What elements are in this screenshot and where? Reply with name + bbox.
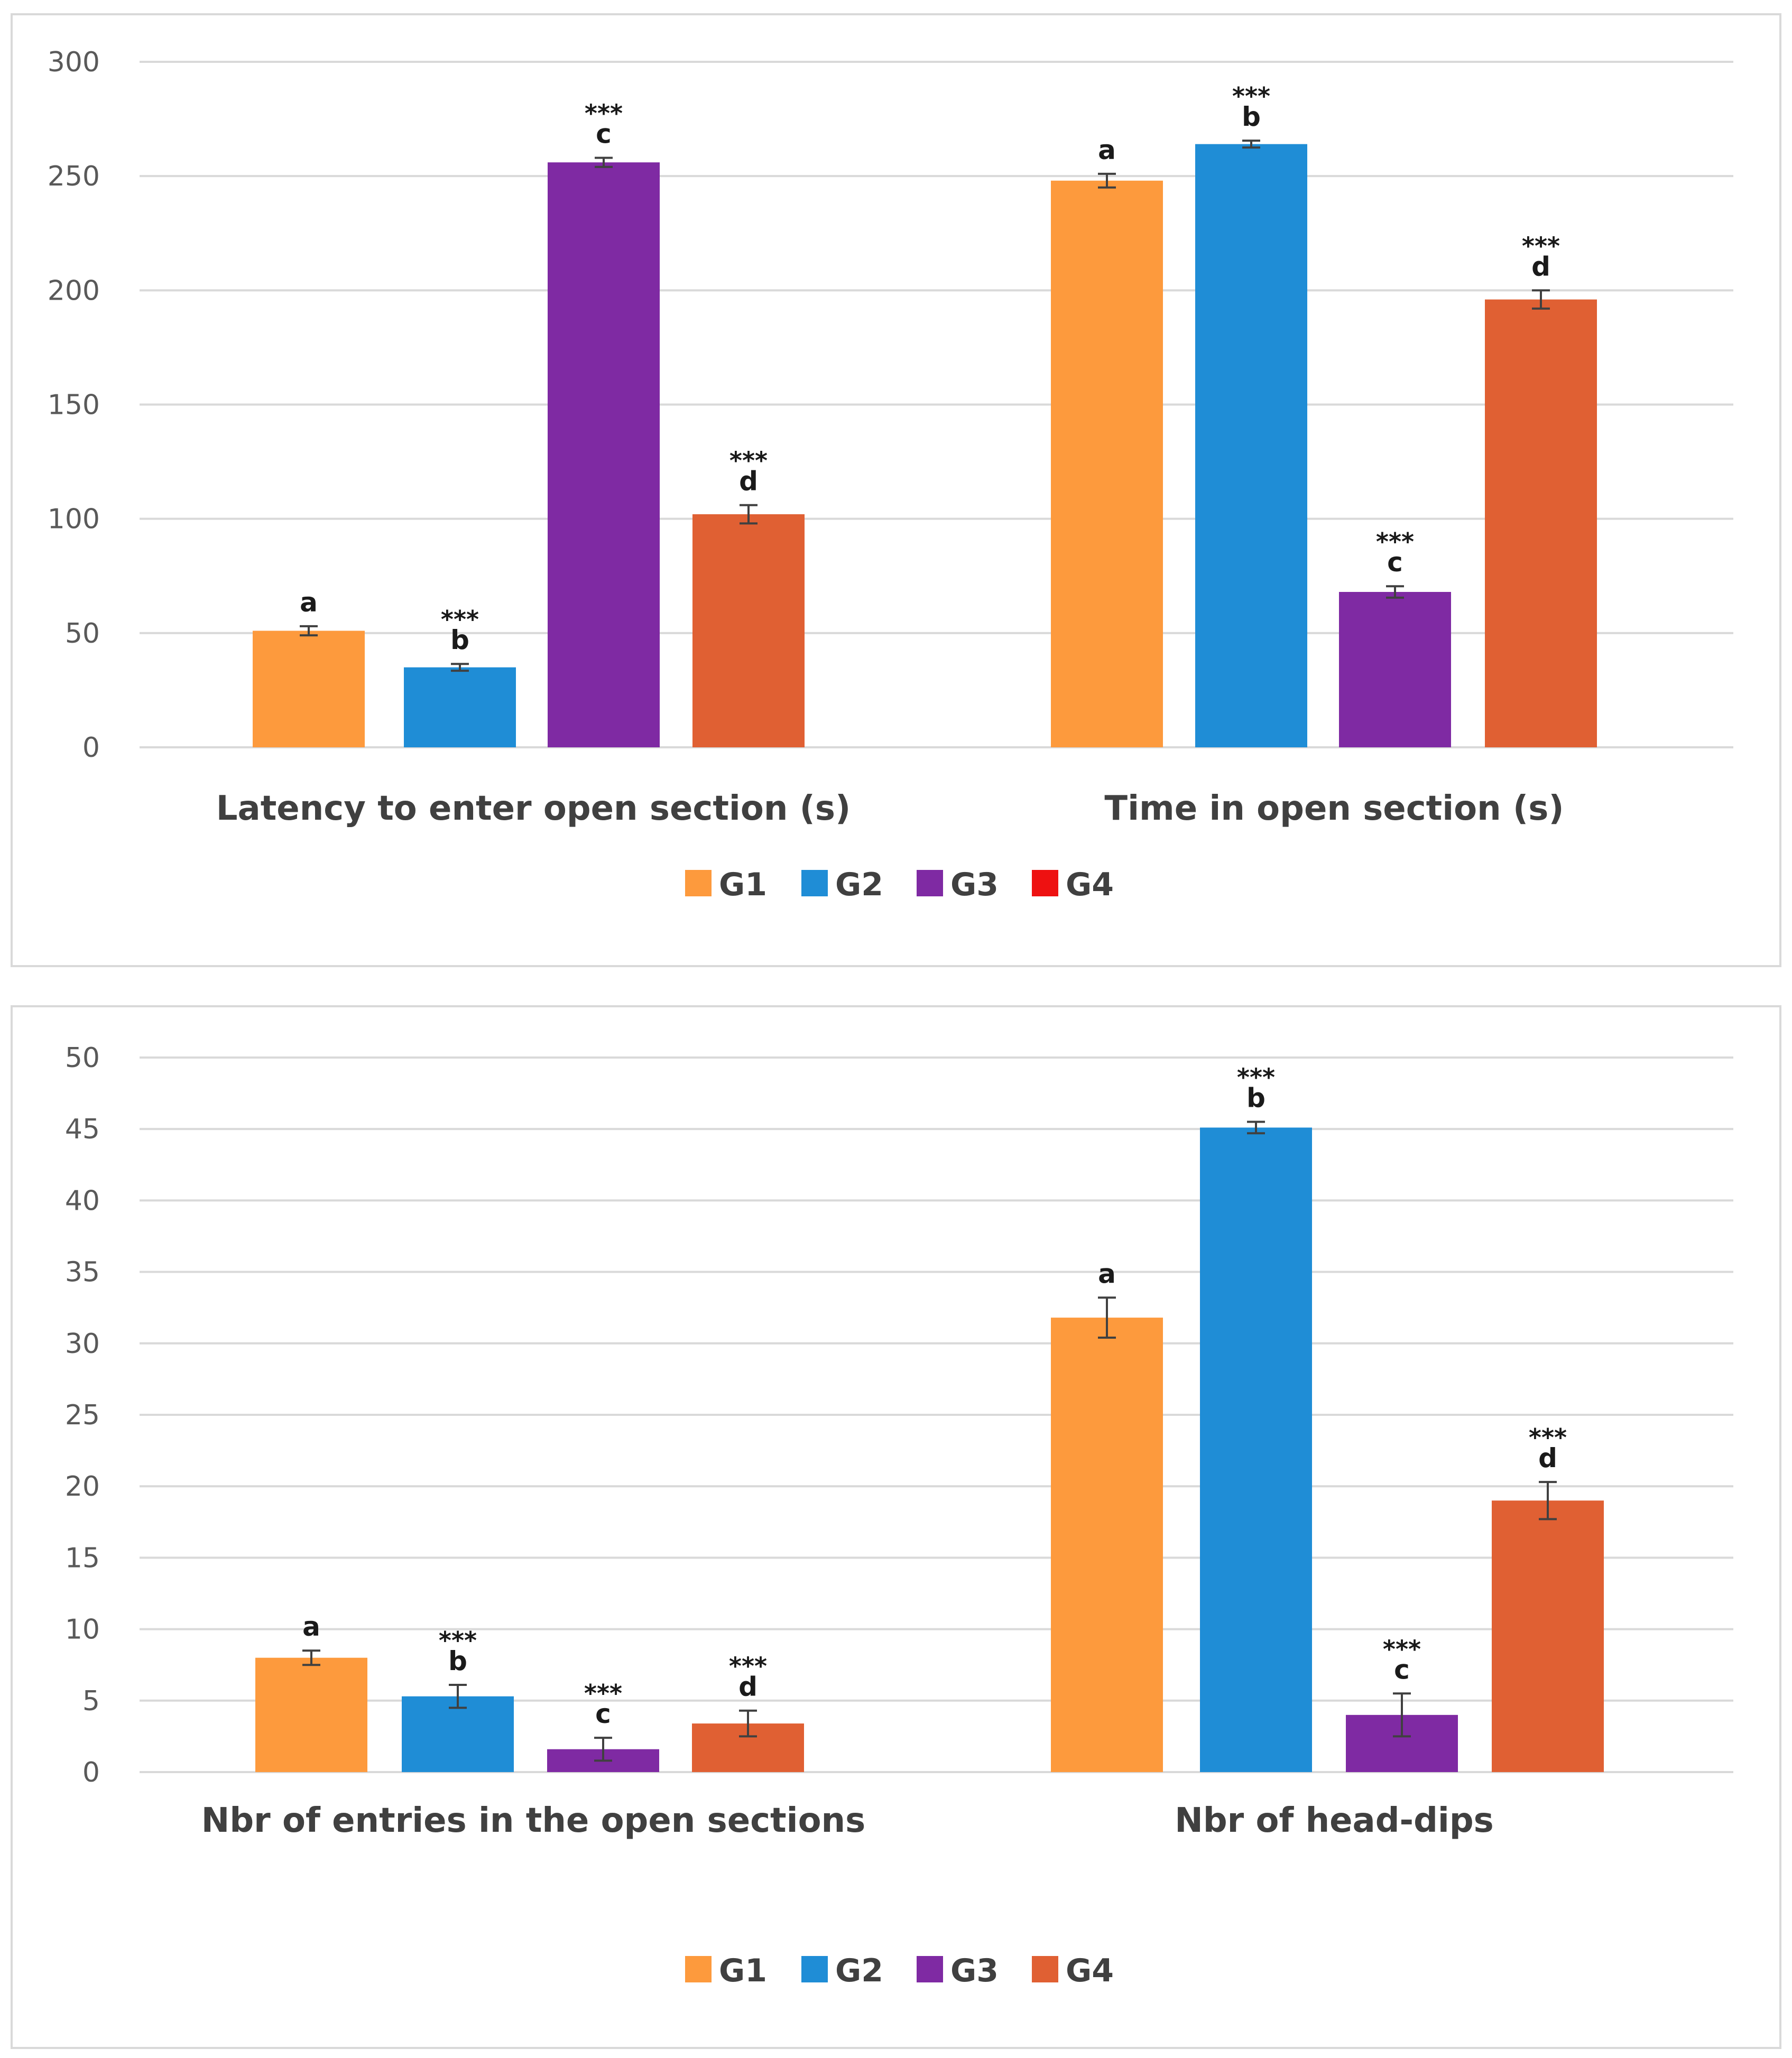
significance-letter: d	[739, 466, 758, 497]
legend-key-g3	[917, 1956, 943, 1982]
significance-letter: b	[1246, 1083, 1266, 1114]
significance-letter: b	[448, 1646, 467, 1676]
significance-stars: ***	[439, 1626, 477, 1655]
y-tick-label: 35	[65, 1257, 100, 1288]
significance-stars: ***	[1376, 527, 1414, 556]
y-tick-label: 0	[82, 1757, 100, 1788]
legend-label-g1: G1	[719, 1952, 767, 1989]
significance-letter: a	[1098, 135, 1116, 165]
significance-letter: b	[450, 625, 469, 655]
bar-g4-time-in-open-section-s	[1485, 299, 1597, 747]
significance-letter: c	[595, 1699, 611, 1729]
significance-stars: ***	[729, 447, 768, 475]
significance-stars: ***	[1529, 1423, 1567, 1452]
bar-g2-nbr-of-entries-in-the-open-sections	[402, 1696, 514, 1772]
bar-g4-latency-to-enter-open-section-s	[692, 514, 805, 747]
category-label: Latency to enter open section (s)	[216, 789, 851, 828]
bar-g4-nbr-of-head-dips	[1492, 1500, 1604, 1772]
significance-stars: ***	[1522, 231, 1560, 260]
legend-label-g4: G4	[1066, 1952, 1114, 1989]
legend-label-g3: G3	[950, 866, 999, 903]
legend-key-g2	[801, 1956, 828, 1982]
y-tick-label: 10	[65, 1614, 100, 1646]
legend-key-g4	[1032, 1956, 1058, 1982]
legend-key-g2	[801, 870, 828, 896]
significance-stars: ***	[441, 605, 479, 634]
bar-g2-time-in-open-section-s	[1195, 144, 1307, 747]
significance-stars: ***	[1237, 1063, 1275, 1092]
significance-stars: ***	[584, 1679, 622, 1708]
y-tick-label: 150	[48, 390, 100, 421]
category-label: Nbr of entries in the open sections	[201, 1801, 865, 1840]
significance-letter: c	[596, 119, 612, 150]
bar-g1-time-in-open-section-s	[1051, 180, 1163, 747]
significance-letter: d	[738, 1672, 758, 1702]
y-tick-label: 100	[48, 504, 100, 535]
y-tick-label: 200	[48, 275, 100, 307]
significance-stars: ***	[585, 99, 623, 128]
significance-letter: d	[1531, 251, 1550, 282]
bar-g1-nbr-of-head-dips	[1051, 1318, 1163, 1772]
significance-stars: ***	[729, 1652, 767, 1681]
significance-stars: ***	[1232, 82, 1270, 110]
bar-g3-latency-to-enter-open-section-s	[548, 162, 660, 747]
chart-top: 050100150200250300aab***b***c***c***d***…	[48, 47, 1733, 903]
significance-letter: c	[1387, 547, 1403, 578]
y-tick-label: 15	[65, 1542, 100, 1574]
y-tick-label: 45	[65, 1114, 100, 1145]
y-tick-label: 5	[82, 1685, 100, 1717]
y-tick-label: 0	[82, 732, 100, 764]
bar-g1-nbr-of-entries-in-the-open-sections	[255, 1657, 367, 1772]
y-tick-label: 20	[65, 1471, 100, 1503]
significance-letter: d	[1538, 1443, 1557, 1473]
significance-letter: a	[302, 1611, 320, 1642]
bar-g2-nbr-of-head-dips	[1200, 1127, 1312, 1772]
y-tick-label: 50	[65, 1042, 100, 1074]
legend-key-g4	[1032, 870, 1058, 896]
bar-g3-time-in-open-section-s	[1339, 592, 1451, 747]
legend-label-g3: G3	[950, 1952, 999, 1989]
legend-label-g4: G4	[1066, 866, 1114, 903]
chart-panel-top: 0 50 100 150 200 250 300 a a b *** b *** c *** c *** d ***…	[11, 13, 1781, 967]
significance-letter: b	[1242, 101, 1261, 132]
category-label: Time in open section (s)	[1104, 789, 1564, 828]
y-tick-label: 250	[48, 161, 100, 192]
y-tick-label: 25	[65, 1399, 100, 1431]
significance-stars: ***	[1383, 1635, 1421, 1663]
significance-letter: a	[300, 587, 318, 618]
category-label: Nbr of head-dips	[1175, 1801, 1494, 1840]
y-tick-label: 30	[65, 1328, 100, 1360]
legend-key-g3	[917, 870, 943, 896]
y-tick-label: 50	[65, 618, 100, 650]
legend-label-g1: G1	[719, 866, 767, 903]
legend-label-g2: G2	[835, 866, 883, 903]
significance-letter: a	[1098, 1258, 1116, 1289]
legend-key-g1	[685, 870, 712, 896]
chart-bottom: 05101520253035404550aab***b***c***c***d*…	[65, 1042, 1733, 1989]
significance-letter: c	[1394, 1654, 1410, 1685]
y-tick-label: 300	[48, 47, 100, 78]
legend-label-g2: G2	[835, 1952, 883, 1989]
bar-g2-latency-to-enter-open-section-s	[404, 667, 516, 747]
legend-key-g1	[685, 1956, 712, 1982]
y-tick-label: 40	[65, 1185, 100, 1217]
bar-g1-latency-to-enter-open-section-s	[253, 631, 365, 747]
chart-panel-bottom: 0 5 10 15 20 25 30 35 40 45 50 a a b *** b *** c *** c *** d *…	[11, 1005, 1781, 2049]
